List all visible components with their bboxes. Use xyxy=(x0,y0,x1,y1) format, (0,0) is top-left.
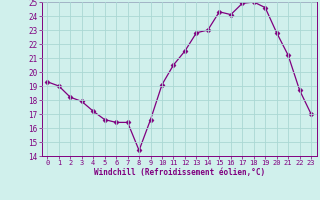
X-axis label: Windchill (Refroidissement éolien,°C): Windchill (Refroidissement éolien,°C) xyxy=(94,168,265,177)
